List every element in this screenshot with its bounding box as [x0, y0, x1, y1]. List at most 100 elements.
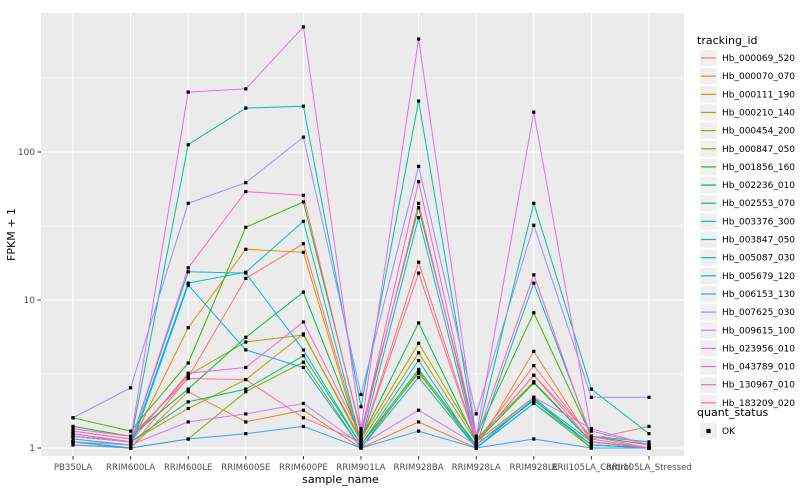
data-point [474, 437, 478, 441]
data-point [186, 281, 190, 285]
legend-item-Hb_007625_030: Hb_007625_030 [700, 304, 795, 321]
legend-item-Hb_005087_030: Hb_005087_030 [700, 249, 795, 266]
data-point [186, 376, 190, 381]
data-point [359, 437, 363, 441]
data-point [301, 250, 305, 254]
data-point [417, 341, 421, 345]
data-point [71, 416, 75, 420]
data-point [417, 201, 421, 205]
legend-item-label: Hb_000111_190 [722, 90, 795, 100]
data-point [129, 443, 133, 447]
data-points [71, 25, 651, 450]
data-point [244, 276, 248, 280]
quant-legend-item-label: OK [722, 427, 736, 437]
data-point [532, 395, 536, 399]
data-point [244, 225, 248, 229]
data-point [474, 443, 478, 447]
legend-item-label: Hb_130967_010 [722, 381, 795, 391]
data-point [589, 434, 593, 438]
y-axis-title: FPKM + 1 [5, 208, 18, 261]
data-point [359, 432, 363, 436]
data-point [359, 443, 363, 447]
legend-item-Hb_006153_130: Hb_006153_130 [700, 285, 795, 303]
data-point [647, 432, 651, 436]
data-point [417, 37, 421, 41]
data-point [417, 99, 421, 103]
quant-legend-item: OK [700, 423, 736, 440]
data-point [244, 271, 248, 275]
data-point [244, 106, 248, 110]
legend-item-label: Hb_000847_050 [722, 145, 795, 155]
legend-item-label: Hb_000454_200 [722, 127, 795, 137]
data-point [301, 25, 305, 29]
legend-item-label: Hb_009615_100 [722, 326, 795, 336]
x-tick-label: RRII105LA_Control [552, 463, 632, 473]
legend-item-label: Hb_023956_010 [722, 344, 795, 354]
data-point [532, 201, 536, 205]
legend-item-Hb_000210_140: Hb_000210_140 [700, 104, 795, 121]
data-point [244, 412, 248, 416]
legend-item-label: Hb_005679_120 [722, 272, 795, 282]
data-point [301, 320, 305, 324]
legend-item-label: Hb_003376_300 [722, 217, 795, 227]
data-point [129, 429, 133, 433]
data-point [186, 420, 190, 424]
legend-tracking-id: tracking_id Hb_000069_520 Hb_000070_070 Hb_… [697, 34, 795, 412]
legend-item-Hb_000111_190: Hb_000111_190 [700, 86, 795, 103]
data-point [417, 206, 421, 210]
data-point [301, 360, 305, 364]
data-point [647, 395, 651, 399]
data-point [186, 270, 190, 274]
legend-item-Hb_043789_010: Hb_043789_010 [700, 358, 795, 375]
data-point [301, 193, 305, 197]
data-point [359, 405, 363, 409]
legend-title: tracking_id [697, 34, 758, 47]
x-tick-label: RRIM600SE [221, 463, 270, 473]
legend-item-Hb_183209_020: Hb_183209_020 [700, 394, 795, 412]
x-tick-label: RRIM928LE [510, 463, 559, 473]
data-point [532, 364, 536, 368]
data-point [532, 311, 536, 315]
data-point [359, 440, 363, 444]
data-point [301, 408, 305, 412]
data-point [129, 386, 133, 390]
data-point [589, 437, 593, 441]
data-point [244, 335, 248, 339]
legend-quant-status: quant_status OK [697, 406, 769, 440]
data-point [532, 281, 536, 285]
x-tick-label: PB350LA [54, 463, 92, 473]
data-point [417, 369, 421, 373]
data-point [417, 358, 421, 363]
data-point [129, 437, 133, 441]
data-point [532, 381, 536, 385]
data-point [186, 201, 190, 205]
data-point [359, 427, 363, 431]
data-point [186, 283, 190, 287]
data-point [71, 427, 75, 431]
legend-item-Hb_002236_010: Hb_002236_010 [700, 177, 795, 194]
data-point [589, 429, 593, 433]
data-point [417, 271, 421, 275]
data-point [474, 434, 478, 438]
data-point [244, 190, 248, 194]
plot-panel [41, 13, 684, 456]
legend-item-Hb_009615_100: Hb_009615_100 [700, 322, 795, 339]
data-point [129, 440, 133, 444]
legend-item-label: Hb_000070_070 [722, 72, 795, 82]
data-point [244, 247, 248, 251]
data-point [301, 290, 305, 294]
data-point [244, 390, 248, 394]
legend-item-label: Hb_002236_010 [722, 181, 795, 191]
legend-item-label: Hb_005087_030 [722, 254, 795, 264]
data-point [301, 200, 305, 204]
legend-item-Hb_000847_050: Hb_000847_050 [700, 140, 795, 157]
data-point [301, 242, 305, 246]
data-point [71, 443, 75, 447]
quant-legend-title: quant_status [697, 406, 769, 419]
data-point [417, 216, 421, 220]
data-point [301, 104, 305, 108]
legend-item-Hb_000070_070: Hb_000070_070 [700, 68, 795, 85]
data-point [417, 371, 421, 375]
data-point [186, 143, 190, 147]
data-point [359, 429, 363, 433]
